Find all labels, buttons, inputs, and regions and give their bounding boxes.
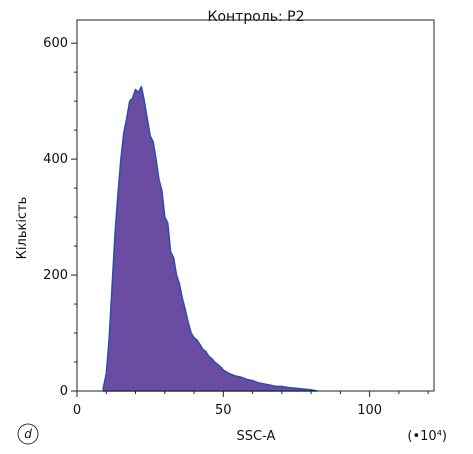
y-tick-label: 400 xyxy=(43,152,68,167)
x-axis: 0 50 100 xyxy=(73,391,429,418)
x-tick-label: 100 xyxy=(357,403,382,418)
y-axis: 0 200 400 600 xyxy=(43,36,77,399)
x-tick-label: 50 xyxy=(215,403,232,418)
x-axis-multiplier: (•10⁴) xyxy=(407,429,447,444)
y-tick-label: 200 xyxy=(43,268,68,283)
histogram-series xyxy=(102,85,318,392)
chart-title: Контроль: P2 xyxy=(208,9,305,25)
y-tick-label: 0 xyxy=(60,384,68,399)
x-tick-label: 0 xyxy=(73,403,81,418)
panel-letter: d xyxy=(24,427,32,441)
panel-letter-circle xyxy=(17,423,39,445)
x-axis-label: SSC-A xyxy=(237,429,276,444)
plot-frame xyxy=(76,19,435,392)
y-tick-label: 600 xyxy=(43,36,68,51)
plot-area xyxy=(102,85,318,392)
y-axis-label: Кількість xyxy=(15,197,30,260)
